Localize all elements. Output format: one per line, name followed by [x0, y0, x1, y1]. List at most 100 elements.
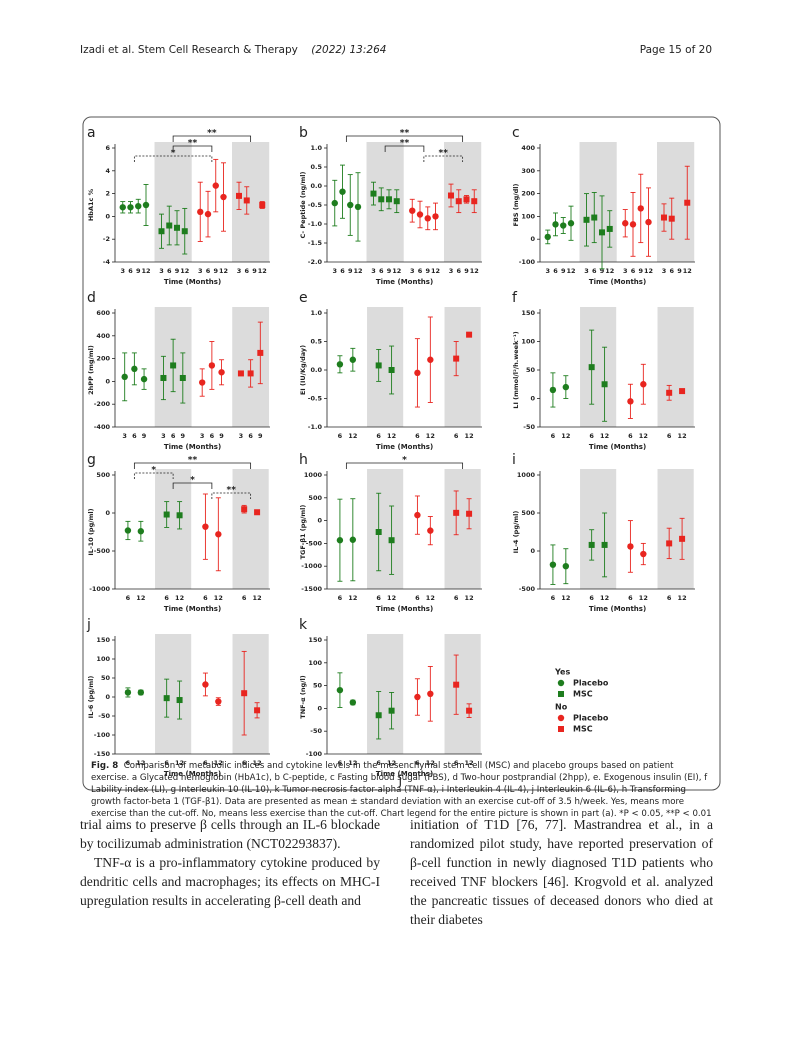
- x-tick-label: 9: [464, 267, 469, 275]
- y-tick-label: 50: [526, 366, 536, 374]
- x-axis-label: Time (Months): [376, 605, 433, 613]
- x-tick-label: 6: [379, 267, 384, 275]
- x-tick-label: 12: [561, 594, 570, 602]
- marker: [414, 369, 421, 377]
- panel-letter: k: [299, 617, 308, 633]
- x-tick-label: 6: [553, 267, 558, 275]
- marker: [127, 204, 134, 211]
- shaded-band: [155, 634, 192, 754]
- marker: [560, 222, 567, 229]
- y-tick-label: 500: [96, 471, 110, 479]
- x-tick-label: 6: [340, 267, 345, 275]
- x-tick-label: 12: [387, 432, 396, 440]
- x-tick-label: 6: [454, 594, 459, 602]
- x-tick-label: 6: [338, 432, 343, 440]
- significance-label: **: [207, 129, 217, 139]
- y-tick-label: 0: [105, 212, 110, 220]
- marker: [453, 681, 460, 688]
- marker: [562, 563, 570, 570]
- marker: [388, 367, 395, 373]
- marker: [552, 221, 559, 228]
- x-tick-label: 6: [242, 594, 247, 602]
- marker: [622, 220, 629, 227]
- marker: [202, 523, 209, 530]
- x-tick-label: 12: [258, 267, 267, 275]
- y-tick-label: 1.0: [310, 309, 322, 317]
- x-tick-label: 3: [237, 267, 242, 275]
- y-tick-label: -400: [94, 423, 111, 431]
- marker: [181, 228, 188, 235]
- significance-label: **: [188, 139, 198, 149]
- significance-label: *: [151, 466, 156, 476]
- marker: [427, 356, 434, 363]
- marker: [375, 362, 382, 369]
- significance-label: **: [400, 129, 410, 139]
- significance-bracket: [172, 135, 252, 142]
- x-tick-label: 12: [214, 594, 223, 602]
- marker: [588, 541, 595, 548]
- x-tick-label: 12: [141, 267, 150, 275]
- x-tick-label: 3: [545, 267, 550, 275]
- y-tick-label: -500: [94, 547, 111, 555]
- marker: [370, 190, 377, 197]
- x-tick-label: 9: [600, 267, 605, 275]
- marker: [567, 220, 575, 227]
- shaded-band: [232, 634, 269, 754]
- marker: [208, 362, 216, 369]
- x-tick-label: 12: [639, 432, 648, 440]
- marker: [254, 509, 261, 516]
- legend-marker: [557, 679, 565, 687]
- y-tick-label: 400: [96, 332, 110, 340]
- marker: [241, 506, 248, 513]
- panel-letter: f: [512, 290, 518, 306]
- significance-bracket: [133, 472, 174, 479]
- x-tick-label: 3: [371, 267, 376, 275]
- marker: [414, 693, 421, 701]
- x-tick-label: 6: [376, 594, 381, 602]
- marker: [170, 362, 177, 369]
- marker: [142, 201, 150, 209]
- marker: [174, 224, 180, 231]
- paragraph: initiation of T1D [76, 77]. Mastrandrea …: [410, 817, 713, 927]
- marker: [241, 690, 248, 697]
- y-tick-label: -1000: [301, 562, 322, 570]
- y-tick-label: 0: [105, 509, 110, 517]
- page-number: Page 15 of 20: [639, 44, 712, 56]
- y-tick-label: 4: [105, 167, 110, 175]
- significance-bracket: [133, 462, 252, 469]
- marker: [453, 355, 460, 362]
- x-tick-label: 3: [449, 267, 454, 275]
- marker: [601, 541, 608, 548]
- y-tick-label: 150: [308, 636, 322, 644]
- shaded-band: [579, 142, 617, 262]
- marker: [198, 379, 206, 386]
- x-tick-label: 12: [678, 432, 687, 440]
- y-tick-label: 400: [521, 144, 535, 152]
- header-left: Izadi et al. Stem Cell Research & Therap…: [80, 44, 386, 56]
- significance-bracket: [384, 145, 425, 152]
- marker: [336, 361, 344, 368]
- x-axis-label: Time (Months): [589, 278, 646, 286]
- x-tick-label: 6: [669, 267, 674, 275]
- x-tick-label: 6: [551, 432, 556, 440]
- panel-letter: h: [299, 452, 308, 468]
- x-tick-label: 6: [244, 267, 249, 275]
- marker: [215, 698, 222, 705]
- figure-frame: [82, 116, 721, 791]
- x-tick-label: 12: [136, 759, 145, 767]
- x-tick-label: 12: [392, 267, 401, 275]
- marker: [637, 205, 644, 212]
- legend-label: Placebo: [573, 679, 609, 688]
- x-tick-label: 9: [677, 267, 682, 275]
- y-tick-label: -200: [94, 400, 111, 408]
- x-tick-label: 12: [465, 432, 474, 440]
- y-tick-label: 0.0: [310, 366, 322, 374]
- x-tick-label: 12: [426, 594, 435, 602]
- x-tick-label: 12: [348, 432, 357, 440]
- marker: [220, 193, 227, 201]
- x-tick-label: 12: [219, 267, 228, 275]
- y-axis-label: IL-10 (pg/ml): [87, 508, 95, 555]
- y-tick-label: 0: [105, 693, 110, 701]
- x-tick-label: 9: [181, 432, 186, 440]
